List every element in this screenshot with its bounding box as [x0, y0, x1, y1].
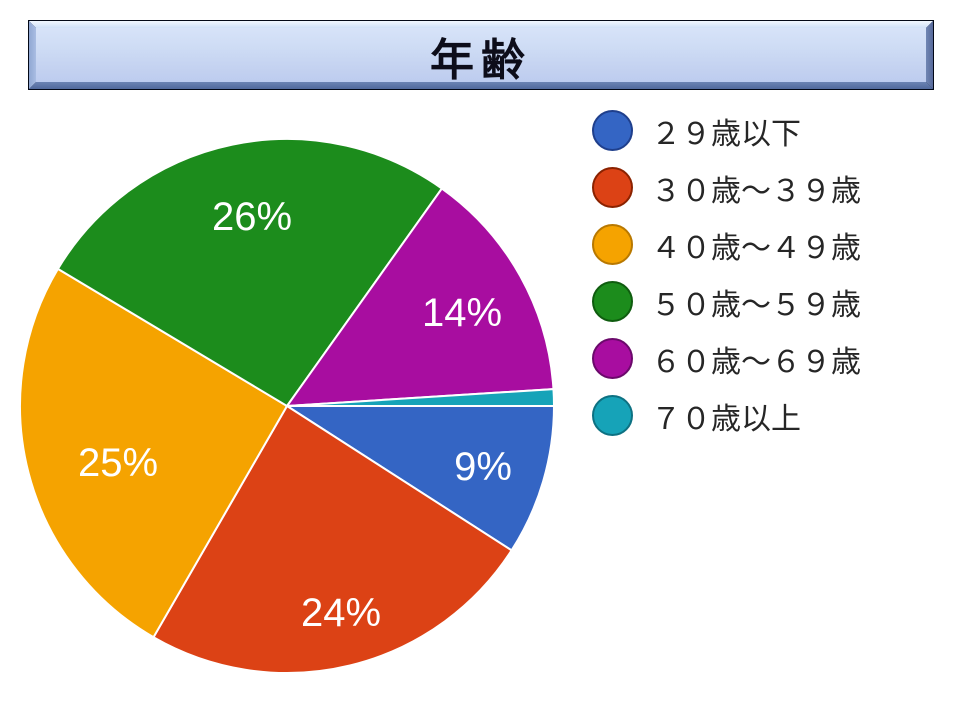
- svg-text:26%: 26%: [212, 195, 292, 239]
- svg-text:14%: 14%: [422, 291, 502, 335]
- svg-text:24%: 24%: [301, 591, 381, 635]
- svg-text:9%: 9%: [454, 445, 512, 489]
- svg-text:25%: 25%: [78, 441, 158, 485]
